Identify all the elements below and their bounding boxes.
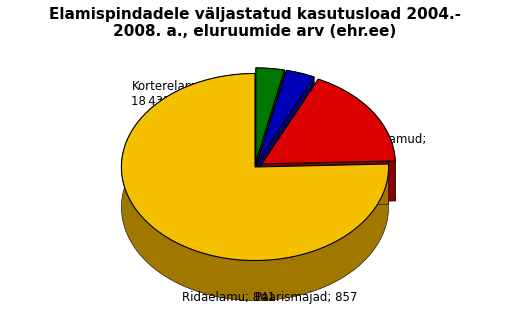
Polygon shape bbox=[256, 68, 284, 110]
Polygon shape bbox=[257, 77, 314, 202]
Polygon shape bbox=[256, 70, 284, 201]
Polygon shape bbox=[257, 70, 286, 202]
Polygon shape bbox=[256, 68, 284, 161]
Polygon shape bbox=[121, 73, 388, 301]
Polygon shape bbox=[121, 73, 388, 261]
Text: Korterelamud;
18 433: Korterelamud; 18 433 bbox=[131, 79, 215, 108]
Text: Ridaelamu; 841: Ridaelamu; 841 bbox=[181, 291, 274, 304]
Text: Paarismajad; 857: Paarismajad; 857 bbox=[254, 291, 357, 304]
Polygon shape bbox=[261, 161, 394, 204]
Polygon shape bbox=[254, 164, 388, 207]
Text: Ühepereelamud;
4 281: Ühepereelamud; 4 281 bbox=[328, 133, 426, 161]
Polygon shape bbox=[286, 70, 314, 117]
Polygon shape bbox=[318, 79, 394, 201]
Polygon shape bbox=[261, 79, 318, 204]
Text: Elamispindadele väljastatud kasutusload 2004.-
2008. a., eluruumide arv (ehr.ee): Elamispindadele väljastatud kasutusload … bbox=[49, 7, 460, 39]
Polygon shape bbox=[257, 70, 314, 162]
Polygon shape bbox=[261, 79, 394, 164]
